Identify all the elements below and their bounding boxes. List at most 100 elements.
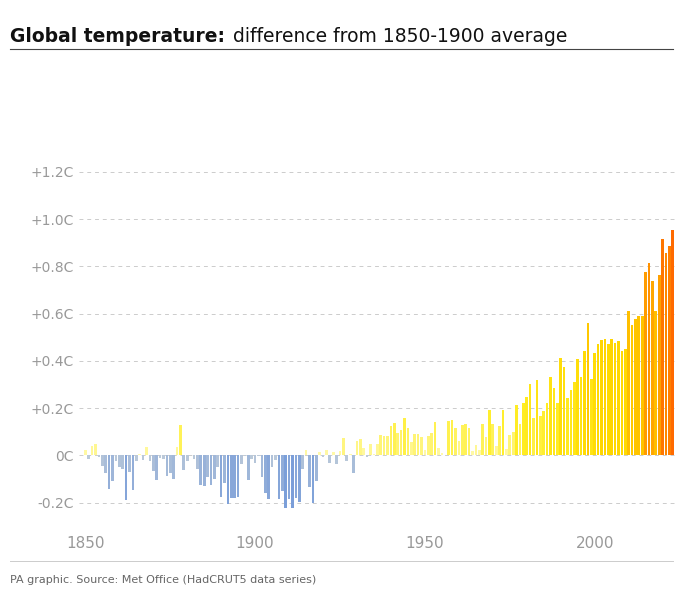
- Bar: [311, 455, 314, 503]
- Bar: [434, 422, 436, 455]
- Bar: [274, 455, 277, 460]
- Bar: [186, 455, 189, 461]
- Bar: [587, 323, 589, 455]
- Bar: [532, 418, 535, 455]
- Bar: [525, 397, 528, 455]
- Bar: [125, 455, 128, 500]
- Bar: [508, 436, 511, 455]
- Bar: [203, 455, 206, 486]
- Bar: [94, 445, 97, 455]
- Text: difference from 1850-1900 average: difference from 1850-1900 average: [227, 27, 568, 46]
- Bar: [91, 446, 94, 455]
- Bar: [162, 455, 165, 459]
- Bar: [386, 436, 389, 455]
- Bar: [570, 390, 572, 455]
- Bar: [264, 455, 266, 493]
- Bar: [132, 455, 134, 490]
- Bar: [518, 424, 521, 455]
- Bar: [227, 455, 229, 505]
- Bar: [546, 403, 548, 455]
- Bar: [634, 319, 637, 455]
- Bar: [488, 410, 491, 455]
- Bar: [654, 311, 657, 455]
- Bar: [267, 455, 270, 499]
- Bar: [325, 450, 328, 455]
- Bar: [179, 425, 182, 455]
- Bar: [464, 424, 467, 455]
- Bar: [98, 455, 100, 457]
- Bar: [315, 455, 318, 481]
- Bar: [447, 421, 450, 455]
- Bar: [213, 455, 216, 479]
- Bar: [423, 450, 426, 455]
- Bar: [220, 455, 223, 497]
- Bar: [600, 340, 603, 455]
- Bar: [135, 455, 137, 461]
- Bar: [400, 430, 402, 455]
- Bar: [458, 442, 460, 455]
- Bar: [139, 454, 141, 455]
- Bar: [352, 455, 355, 473]
- Bar: [176, 447, 178, 455]
- Bar: [668, 247, 671, 455]
- Bar: [257, 455, 260, 457]
- Bar: [291, 455, 294, 508]
- Bar: [298, 455, 301, 502]
- Bar: [335, 455, 338, 464]
- Bar: [111, 455, 114, 481]
- Bar: [254, 455, 256, 463]
- Bar: [624, 349, 626, 455]
- Bar: [512, 432, 514, 455]
- Bar: [515, 406, 518, 455]
- Bar: [108, 455, 111, 489]
- Bar: [284, 455, 287, 508]
- Bar: [542, 411, 545, 455]
- Bar: [230, 455, 233, 499]
- Bar: [247, 455, 250, 480]
- Bar: [671, 230, 674, 455]
- Bar: [478, 450, 481, 455]
- Bar: [437, 448, 440, 455]
- Bar: [553, 388, 555, 455]
- Bar: [294, 455, 297, 499]
- Bar: [505, 449, 507, 455]
- Bar: [270, 455, 273, 467]
- Bar: [471, 451, 474, 455]
- Bar: [234, 455, 236, 497]
- Bar: [658, 275, 660, 455]
- Bar: [641, 316, 643, 455]
- Bar: [193, 455, 195, 460]
- Bar: [281, 455, 283, 491]
- Bar: [104, 455, 107, 473]
- Bar: [410, 442, 413, 455]
- Bar: [556, 403, 559, 455]
- Bar: [529, 385, 531, 455]
- Bar: [370, 445, 372, 455]
- Bar: [158, 455, 161, 458]
- Bar: [128, 455, 131, 472]
- Bar: [559, 358, 562, 455]
- Bar: [580, 377, 583, 455]
- Bar: [288, 455, 290, 499]
- Bar: [356, 441, 359, 455]
- Bar: [359, 439, 362, 455]
- Bar: [482, 424, 484, 455]
- Bar: [594, 353, 596, 455]
- Bar: [332, 452, 335, 455]
- Bar: [539, 416, 542, 455]
- Bar: [535, 380, 538, 455]
- Bar: [427, 436, 430, 455]
- Bar: [576, 359, 579, 455]
- Bar: [244, 455, 247, 457]
- Bar: [583, 351, 586, 455]
- Bar: [165, 455, 168, 476]
- Bar: [661, 239, 664, 455]
- Bar: [566, 398, 569, 455]
- Bar: [251, 455, 253, 460]
- Bar: [393, 422, 395, 455]
- Bar: [590, 379, 593, 455]
- Bar: [376, 445, 378, 455]
- Bar: [380, 434, 382, 455]
- Bar: [607, 344, 610, 455]
- Text: PA graphic. Source: Met Office (HadCRUT5 data series): PA graphic. Source: Met Office (HadCRUT5…: [10, 575, 316, 585]
